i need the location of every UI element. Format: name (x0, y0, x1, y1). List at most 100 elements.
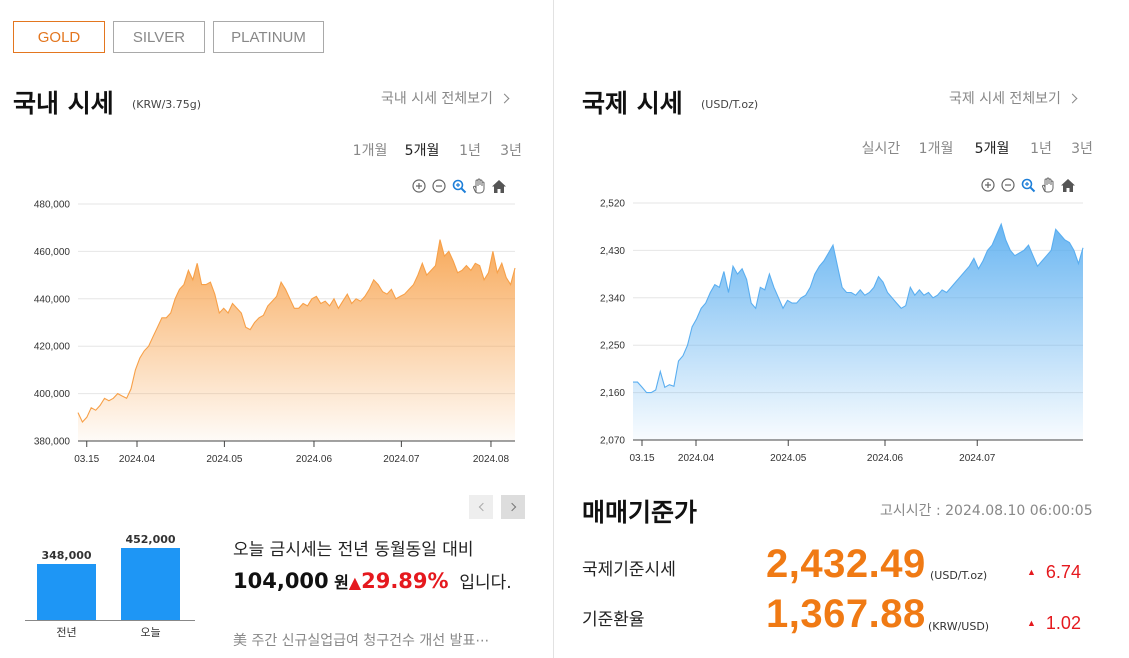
x-tick-label: 2024.06 (296, 454, 333, 465)
intl-view-all-label: 국제 시세 전체보기 (949, 91, 1061, 107)
compare-suffix: 입니다. (459, 573, 512, 593)
y-tick-label: 2,070 (600, 436, 625, 447)
mini-bar-value-today: 452,000 (125, 532, 176, 546)
x-tick-label: 2024.07 (959, 453, 996, 464)
compare-won: 원 (334, 573, 349, 592)
x-tick-label: 2024.04 (119, 454, 156, 465)
intl-base-value: 2,432.49 (766, 542, 926, 586)
news-pager (469, 495, 525, 519)
y-tick-label: 460,000 (34, 247, 71, 258)
magnifier-icon[interactable] (1020, 177, 1036, 193)
domestic-chart-tools (411, 178, 507, 194)
y-tick-label: 380,000 (34, 437, 71, 448)
price-line (633, 222, 1084, 394)
y-tick-label: 2,340 (600, 293, 625, 304)
intl-period-3y[interactable]: 3년 (1071, 141, 1093, 157)
intl-period-realtime[interactable]: 실시간 (861, 141, 901, 157)
chevron-right-icon (1067, 93, 1078, 103)
zoom-out-icon[interactable] (431, 178, 447, 194)
compare-line2: 104,000 원▲29.89% 입니다. (233, 566, 528, 596)
price-line (77, 239, 516, 423)
x-tick-label: 2024.08 (473, 454, 510, 465)
y-tick-label: 2,160 (600, 388, 625, 399)
mini-bar-label-today: 오늘 (140, 626, 161, 639)
year-compare-chart: 348,000 전년 452,000 오늘 (25, 533, 195, 643)
next-arrow-icon[interactable] (501, 495, 525, 519)
tab-gold[interactable]: GOLD (13, 21, 105, 53)
y-tick-label: 400,000 (34, 389, 71, 400)
intl-price-chart: 2,520 2,430 2,340 2,250 2,160 2,070 03.15 2024.… (600, 199, 1084, 464)
year-compare-text: 오늘 금시세는 전년 동월동일 대비 104,000 원▲29.89% 입니다. (233, 535, 528, 596)
notice-time: 고시시간 : 2024.08.10 06:00:05 (880, 503, 1093, 519)
fx-rate-change: ▲ 1.02 (1027, 613, 1081, 634)
compare-line1: 오늘 금시세는 전년 동월동일 대비 (233, 540, 474, 560)
price-area (633, 224, 1083, 440)
x-tick-label: 2024.06 (867, 453, 904, 464)
compare-percent: 29.89% (361, 569, 449, 593)
tab-platinum[interactable]: PLATINUM (213, 21, 324, 53)
intl-period-tabs: 실시간 1개월 5개월 1년 3년 (855, 138, 1101, 158)
zoom-out-icon[interactable] (1000, 177, 1016, 193)
chevron-right-icon (499, 93, 510, 103)
intl-period-1y[interactable]: 1년 (1030, 141, 1052, 157)
x-tick-label: 03.15 (629, 453, 654, 464)
fx-rate-value: 1,367.88 (766, 592, 926, 636)
intl-unit: (USD/T.oz) (701, 98, 759, 111)
intl-base-unit: (USD/T.oz) (930, 569, 988, 582)
intl-base-change: ▲ 6.74 (1027, 562, 1081, 583)
domestic-price-chart: 480,000 460,000 440,000 420,000 400,000 380,0… (34, 200, 516, 465)
up-arrow-icon: ▲ (1027, 567, 1036, 577)
base-price-title: 매매기준가 (582, 498, 698, 527)
x-tick-label: 03.15 (74, 454, 99, 465)
home-icon[interactable] (1060, 177, 1076, 193)
domestic-view-all-label: 국내 시세 전체보기 (381, 91, 493, 107)
intl-chart-tools (980, 177, 1076, 193)
mini-bar-value-last-year: 348,000 (41, 549, 92, 563)
domestic-title: 국내 시세 (13, 89, 114, 118)
x-tick-label: 2024.05 (206, 454, 243, 465)
y-tick-label: 440,000 (34, 294, 71, 305)
fx-rate-change-value: 1.02 (1045, 613, 1081, 633)
mini-bar-label-last-year: 전년 (56, 626, 77, 639)
x-tick-label: 2024.04 (678, 453, 715, 464)
y-tick-label: 480,000 (34, 200, 71, 211)
y-tick-label: 2,430 (600, 246, 625, 257)
mini-chart-axis (25, 620, 195, 621)
x-tick-label: 2024.05 (770, 453, 807, 464)
domestic-period-1m[interactable]: 1개월 (352, 143, 388, 159)
intl-period-5m[interactable]: 5개월 (974, 141, 1010, 157)
y-tick-label: 2,250 (600, 341, 625, 352)
panel-divider (553, 0, 554, 658)
intl-period-1m[interactable]: 1개월 (918, 141, 954, 157)
fx-rate-label: 기준환율 (582, 610, 645, 630)
zoom-in-icon[interactable] (980, 177, 996, 193)
news-headline-link[interactable]: 美 주간 신규실업급여 청구건수 개선 발표⋯ (233, 633, 490, 649)
intl-base-change-value: 6.74 (1045, 562, 1081, 582)
y-tick-label: 2,520 (600, 199, 625, 210)
metal-tabs: GOLD SILVER PLATINUM (13, 21, 324, 53)
zoom-in-icon[interactable] (411, 178, 427, 194)
domestic-view-all-link[interactable]: 국내 시세 전체보기 (381, 88, 510, 108)
intl-base-label: 국제기준시세 (582, 560, 676, 580)
intl-view-all-link[interactable]: 국제 시세 전체보기 (949, 88, 1078, 108)
mini-bar-last-year (37, 564, 96, 620)
intl-title: 국제 시세 (582, 89, 683, 118)
up-arrow-icon: ▲ (1027, 618, 1036, 628)
tab-silver[interactable]: SILVER (113, 21, 205, 53)
pan-hand-icon[interactable] (1040, 177, 1056, 193)
prev-arrow-icon[interactable] (469, 495, 493, 519)
y-tick-label: 420,000 (34, 342, 71, 353)
compare-amount: 104,000 (233, 569, 329, 593)
domestic-period-5m[interactable]: 5개월 (404, 143, 440, 159)
domestic-period-tabs: 1개월 5개월 1년 3년 (345, 140, 531, 160)
x-tick-label: 2024.07 (383, 454, 420, 465)
price-area (78, 239, 515, 441)
up-arrow-icon: ▲ (348, 573, 362, 592)
mini-bar-today (121, 547, 180, 620)
home-icon[interactable] (491, 178, 507, 194)
domestic-period-3y[interactable]: 3년 (500, 143, 522, 159)
fx-rate-unit: (KRW/USD) (928, 620, 990, 633)
magnifier-icon[interactable] (451, 178, 467, 194)
domestic-period-1y[interactable]: 1년 (459, 143, 481, 159)
pan-hand-icon[interactable] (471, 178, 487, 194)
